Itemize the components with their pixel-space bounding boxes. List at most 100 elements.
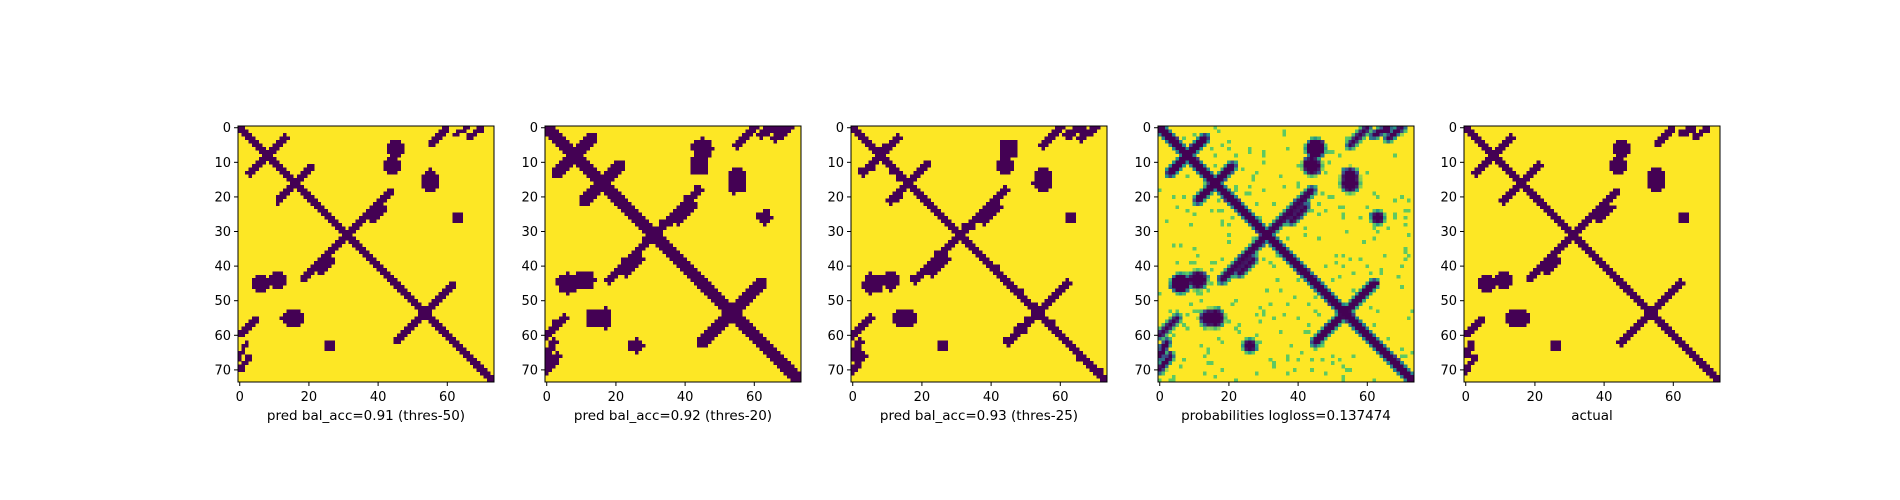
heatmap-cell — [1654, 139, 1658, 144]
heatmap-cell — [1713, 378, 1717, 383]
heatmap-cell — [1522, 323, 1527, 327]
heatmap-cell — [1086, 129, 1090, 134]
heatmap-cell — [762, 126, 767, 130]
heatmap-cell — [1515, 323, 1520, 327]
heatmap-cell — [714, 288, 719, 293]
heatmap-cell — [1547, 257, 1551, 262]
heatmap-cell — [1654, 309, 1658, 314]
heatmap-cell — [1202, 177, 1207, 182]
heatmap-cell — [909, 181, 914, 186]
heatmap-cell — [1706, 364, 1710, 369]
heatmap-cell — [738, 177, 743, 182]
heatmap-cell — [596, 319, 601, 324]
heatmap-cell — [1254, 333, 1259, 338]
heatmap-cell — [1467, 326, 1472, 331]
heatmap-cell — [1505, 281, 1510, 286]
heatmap-cell — [735, 305, 739, 310]
heatmap-cell — [1161, 368, 1166, 372]
heatmap-cell — [1650, 181, 1655, 186]
heatmap-cell — [861, 357, 866, 362]
heatmap-cell — [314, 260, 318, 265]
heatmap-cell — [721, 316, 726, 320]
heatmap-cell — [248, 319, 253, 324]
heatmap-cell — [393, 150, 398, 154]
heatmap-cell — [999, 271, 1004, 275]
heatmap-cell — [1310, 164, 1314, 168]
heatmap-cell — [1003, 143, 1007, 147]
heatmap-cell — [386, 188, 391, 192]
heatmap-cell — [624, 198, 629, 203]
heatmap-cell — [1003, 340, 1007, 345]
heatmap-cell — [572, 153, 577, 158]
heatmap-cell — [875, 274, 879, 279]
heatmap-cell — [1164, 136, 1169, 141]
heatmap-cell — [902, 184, 907, 189]
x-axis: 0 20 40 60 — [543, 382, 763, 405]
heatmap-cell — [1296, 184, 1301, 189]
heatmap-cell — [738, 323, 743, 327]
heatmap-cell — [1678, 340, 1683, 345]
heatmap-cell — [586, 309, 591, 314]
heatmap-cell — [1168, 330, 1173, 334]
heatmap-cell — [583, 274, 587, 279]
heatmap-cell — [421, 312, 426, 317]
heatmap-cell — [1616, 191, 1620, 196]
heatmap-cell — [1341, 181, 1346, 186]
heatmap-cell — [379, 198, 384, 203]
heatmap-cell — [558, 143, 563, 147]
heatmap-cell — [1234, 326, 1238, 331]
heatmap-cell — [621, 267, 625, 272]
heatmap-cell — [975, 254, 980, 258]
heatmap-cell — [717, 316, 722, 320]
heatmap-cell — [645, 219, 649, 224]
heatmap-cell — [1254, 226, 1259, 230]
heatmap-cell — [310, 198, 315, 203]
heatmap-cell — [1189, 222, 1193, 227]
heatmap-cell — [704, 170, 708, 175]
heatmap-cell — [558, 354, 563, 358]
heatmap-cell — [735, 184, 739, 189]
heatmap-cell — [1279, 215, 1283, 220]
heatmap-cell — [1241, 267, 1245, 272]
heatmap-cell — [321, 267, 325, 272]
heatmap-cell — [1330, 278, 1335, 282]
heatmap-cell — [769, 347, 774, 352]
heatmap-cell — [1006, 150, 1011, 154]
heatmap-cell — [548, 347, 553, 352]
heatmap-cell — [459, 212, 464, 217]
heatmap-cell — [241, 126, 246, 130]
heatmap-cell — [244, 361, 249, 365]
heatmap-cell — [1481, 288, 1485, 293]
heatmap-cell — [1037, 177, 1042, 182]
heatmap-cell — [756, 292, 760, 296]
heatmap-cell — [735, 319, 739, 324]
heatmap-cell — [1196, 254, 1200, 258]
x-tick-label: 40 — [1290, 390, 1307, 405]
heatmap-cell — [885, 271, 890, 275]
heatmap-cell — [728, 305, 733, 310]
heatmap-cell — [1330, 330, 1335, 334]
heatmap-cell — [1230, 160, 1235, 165]
heatmap-cell — [241, 330, 246, 334]
heatmap-cell — [569, 150, 573, 154]
heatmap-cell — [258, 164, 263, 168]
heatmap-cell — [882, 281, 886, 286]
heatmap-cell — [1403, 368, 1408, 372]
heatmap-cell — [1681, 219, 1686, 224]
heatmap-cell — [545, 347, 549, 352]
heatmap-cell — [707, 143, 712, 147]
heatmap-cell — [348, 226, 353, 230]
heatmap-cell — [1341, 254, 1346, 258]
heatmap-cell — [1633, 298, 1638, 303]
heatmap-cell — [1661, 132, 1665, 137]
heatmap-cell — [372, 260, 377, 265]
heatmap-cell — [972, 247, 976, 251]
heatmap-cell — [851, 347, 855, 352]
heatmap-cell — [1358, 298, 1363, 303]
heatmap-cell — [1481, 319, 1485, 324]
heatmap-cell — [1410, 309, 1415, 314]
heatmap-cell — [338, 243, 342, 248]
heatmap-cell — [693, 153, 698, 158]
heatmap-cell — [1044, 184, 1049, 189]
heatmap-cell — [714, 298, 719, 303]
